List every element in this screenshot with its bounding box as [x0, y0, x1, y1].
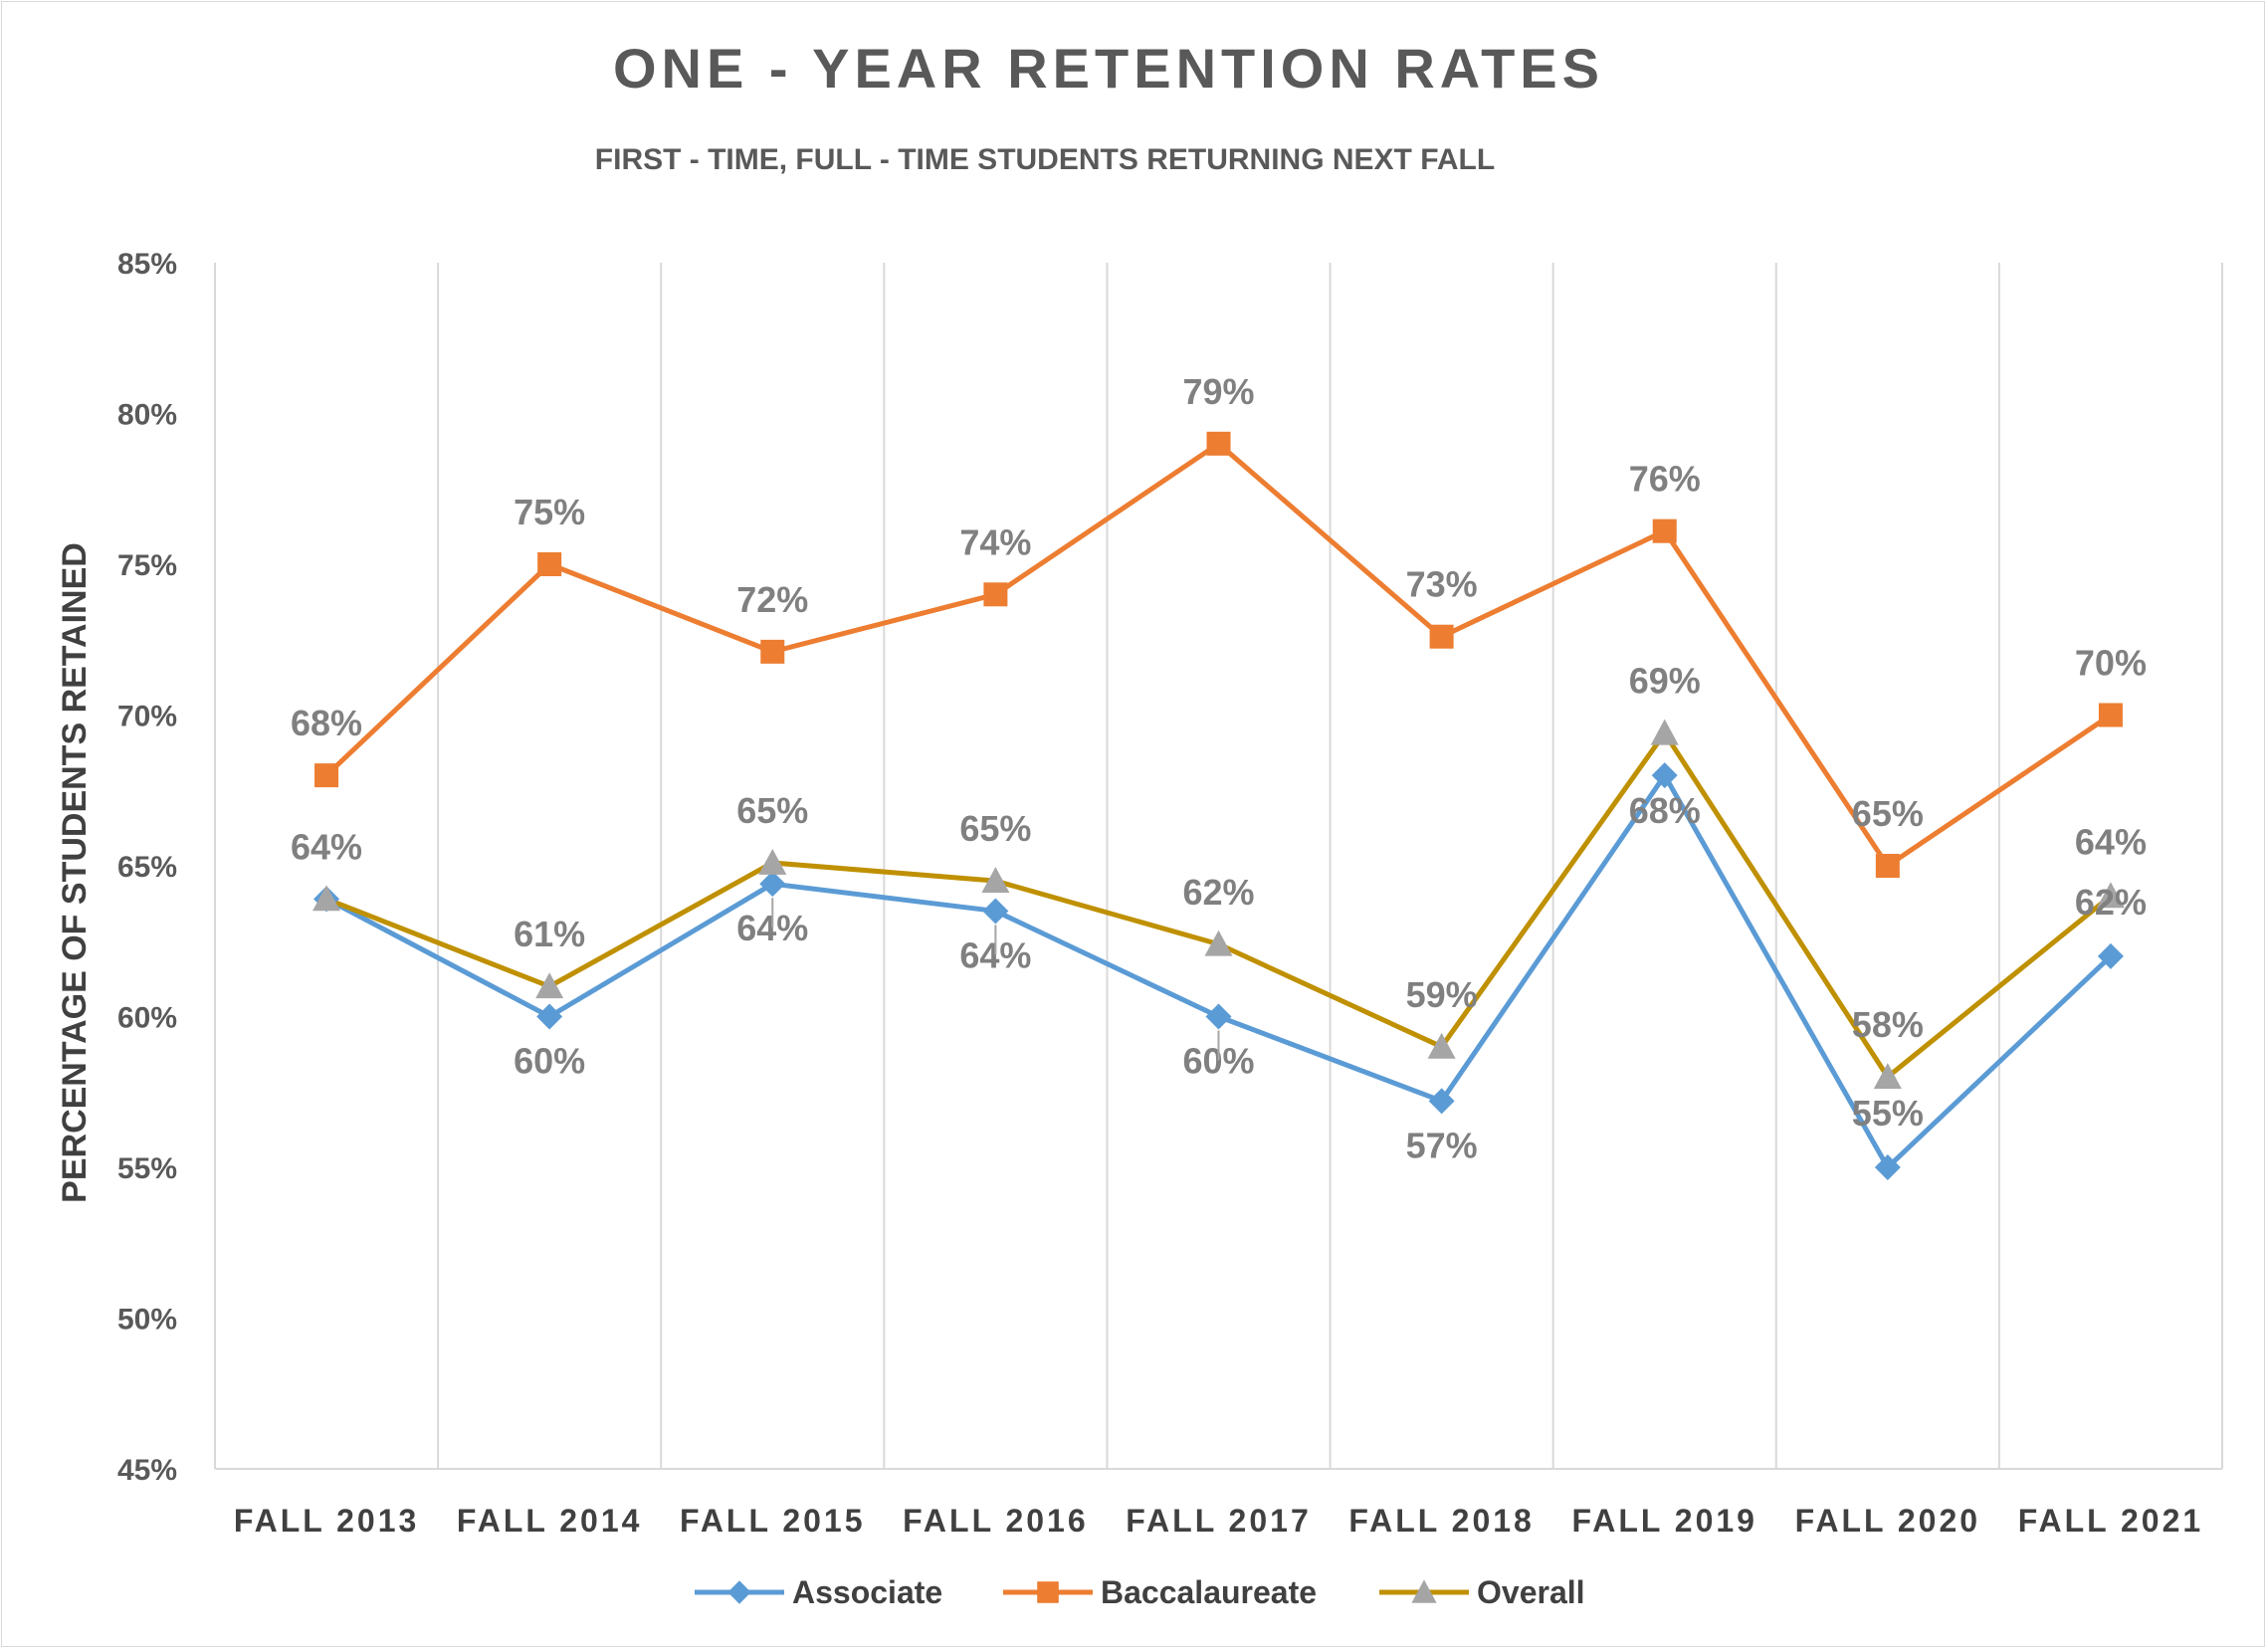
data-label-associate: 55% — [1852, 1093, 1924, 1134]
y-tick-label: 45% — [117, 1454, 177, 1487]
data-point-overall — [1650, 719, 1679, 745]
data-label-baccalaureate: 76% — [1629, 459, 1701, 500]
data-label-baccalaureate: 72% — [736, 579, 808, 620]
y-tick-label: 55% — [117, 1152, 177, 1185]
y-tick-label: 80% — [117, 399, 177, 432]
data-point-associate — [536, 1003, 563, 1030]
data-label-associate: 68% — [1629, 790, 1701, 831]
data-point-overall — [1873, 1063, 1902, 1089]
y-tick-label: 60% — [117, 1002, 177, 1035]
data-point-overall — [2096, 882, 2125, 909]
data-point-baccalaureate — [983, 582, 1008, 607]
data-point-baccalaureate — [1875, 854, 1900, 878]
data-label-baccalaureate: 65% — [1852, 793, 1924, 834]
data-point-associate — [1205, 1003, 1232, 1030]
data-label-baccalaureate: 75% — [514, 492, 585, 532]
y-tick-label: 70% — [117, 701, 177, 733]
x-tick-label: FALL 2020 — [1795, 1503, 1980, 1539]
y-axis-label: PERCENTAGE OF STUDENTS RETAINED — [56, 542, 94, 1203]
data-point-baccalaureate — [314, 763, 339, 788]
data-label-overall: 65% — [736, 790, 808, 831]
legend-marker-overall — [1411, 1579, 1437, 1603]
legend-label-baccalaureate: Baccalaureate — [1101, 1574, 1317, 1610]
data-label-associate: 60% — [514, 1041, 585, 1082]
data-label-overall: 59% — [1406, 974, 1478, 1015]
x-tick-label: FALL 2021 — [2018, 1503, 2203, 1539]
data-label-overall: 61% — [514, 914, 585, 954]
chart-subtitle: FIRST - TIME, FULL - TIME STUDENTS RETUR… — [595, 143, 1495, 176]
data-label-overall: 62% — [1182, 872, 1254, 913]
data-point-baccalaureate — [537, 552, 562, 576]
data-label-associate: 62% — [2075, 882, 2147, 923]
data-point-associate — [1428, 1088, 1455, 1115]
data-point-baccalaureate — [2098, 703, 2123, 727]
series-line-associate — [324, 772, 2113, 1170]
data-point-baccalaureate — [1206, 431, 1231, 456]
series-line-baccalaureate — [324, 441, 2113, 869]
data-point-associate — [1651, 762, 1678, 789]
data-label-baccalaureate: 73% — [1406, 564, 1478, 605]
x-tick-label: FALL 2018 — [1348, 1503, 1534, 1539]
data-point-baccalaureate — [760, 639, 785, 664]
data-point-overall — [981, 867, 1010, 894]
data-point-associate — [759, 871, 786, 898]
x-tick-label: FALL 2014 — [457, 1503, 642, 1539]
data-label-baccalaureate: 74% — [959, 521, 1031, 562]
x-tick-label: FALL 2013 — [234, 1503, 419, 1539]
data-point-overall — [535, 972, 564, 999]
data-label-associate: 57% — [1406, 1125, 1478, 1165]
data-point-overall — [1204, 929, 1233, 956]
x-tick-label: FALL 2017 — [1126, 1503, 1311, 1539]
data-label-overall: 64% — [2075, 821, 2147, 862]
data-point-baccalaureate — [1429, 624, 1454, 649]
chart-title: ONE - YEAR RETENTION RATES — [613, 37, 1604, 100]
legend-marker-baccalaureate — [1037, 1581, 1059, 1603]
data-point-associate — [1874, 1154, 1901, 1180]
data-point-baccalaureate — [1652, 518, 1677, 543]
x-tick-label: FALL 2016 — [903, 1503, 1088, 1539]
legend-label-overall: Overall — [1477, 1574, 1585, 1610]
y-tick-label: 85% — [117, 248, 177, 281]
y-tick-label: 65% — [117, 851, 177, 884]
data-label-overall: 58% — [1852, 1004, 1924, 1045]
data-point-overall — [312, 885, 341, 912]
x-tick-label: FALL 2015 — [680, 1503, 865, 1539]
y-tick-label: 75% — [117, 549, 177, 582]
data-label-overall: 69% — [1629, 661, 1701, 702]
data-label-baccalaureate: 70% — [2075, 643, 2147, 684]
data-label-baccalaureate: 68% — [291, 703, 362, 743]
data-point-overall — [1427, 1032, 1456, 1059]
legend-label-associate: Associate — [792, 1574, 942, 1610]
data-point-associate — [2097, 942, 2124, 969]
legend-marker-associate — [727, 1580, 751, 1604]
y-tick-label: 50% — [117, 1304, 177, 1337]
data-point-associate — [982, 898, 1009, 925]
data-label-overall: 64% — [291, 826, 362, 867]
data-label-baccalaureate: 79% — [1182, 371, 1254, 412]
data-point-overall — [758, 848, 787, 875]
data-label-overall: 65% — [959, 808, 1031, 849]
x-tick-label: FALL 2019 — [1571, 1503, 1756, 1539]
